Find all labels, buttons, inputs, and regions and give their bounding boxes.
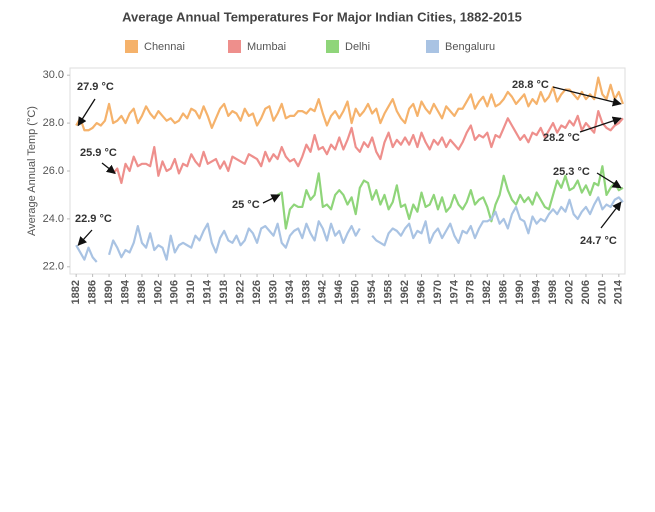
- x-tick-label: 1926: [251, 280, 263, 304]
- annotation-arrow: [596, 172, 622, 189]
- x-tick-label: 1898: [136, 280, 148, 304]
- x-tick-label: 1970: [432, 280, 444, 304]
- x-tick-label: 1958: [383, 280, 395, 304]
- x-tick-label: 1990: [514, 280, 526, 304]
- x-tick-label: 1950: [350, 280, 362, 304]
- y-tick-label: 26.0: [43, 165, 64, 177]
- legend-label: Mumbai: [247, 41, 286, 53]
- x-tick-label: 1946: [333, 280, 345, 304]
- x-tick-label: 1982: [481, 280, 493, 304]
- legend-swatch: [426, 40, 439, 53]
- line-series: [277, 165, 624, 230]
- x-tick-label: 1998: [547, 280, 559, 304]
- annotation-label: 25.3 °C: [553, 166, 590, 178]
- y-tick-label: 28.0: [43, 117, 64, 129]
- annotation-label: 25 °C: [232, 199, 260, 211]
- x-tick-label: 1954: [366, 279, 378, 304]
- x-tick-label: 1894: [119, 279, 131, 304]
- x-tick-label: 1910: [185, 280, 197, 304]
- x-tick-label: 1922: [235, 280, 247, 304]
- x-tick-label: 1906: [169, 280, 181, 304]
- legend-swatch: [326, 40, 339, 53]
- x-tick-label: 1918: [218, 280, 230, 304]
- x-tick-label: 2010: [596, 280, 608, 304]
- legend-label: Chennai: [144, 41, 185, 53]
- annotation-arrow: [600, 201, 622, 229]
- y-axis-label: Average Annual Temp (°C): [26, 106, 38, 236]
- x-tick-label: 1934: [284, 279, 296, 304]
- x-tick-label: 1942: [317, 280, 329, 304]
- annotation-arrow: [552, 86, 622, 107]
- x-tick-label: 1890: [103, 280, 115, 304]
- x-tick-label: 1930: [267, 280, 279, 304]
- annotation-label: 27.9 °C: [77, 81, 114, 93]
- x-tick-label: 1966: [415, 280, 427, 304]
- annotation-label: 28.2 °C: [543, 132, 580, 144]
- annotation-arrow: [101, 162, 116, 174]
- line-series: [75, 76, 624, 132]
- legend-label: Delhi: [345, 41, 370, 53]
- annotation-arrow: [77, 98, 96, 127]
- x-tick-label: 1986: [498, 280, 510, 304]
- x-tick-label: 1914: [202, 279, 214, 304]
- x-tick-label: 2002: [563, 280, 575, 304]
- annotation-arrow: [262, 194, 281, 204]
- legend-swatch: [228, 40, 241, 53]
- line-series: [112, 110, 624, 185]
- annotation-label: 28.8 °C: [512, 79, 549, 91]
- annotation-label: 25.9 °C: [80, 147, 117, 159]
- chart-title: Average Annual Temperatures For Major In…: [122, 9, 522, 24]
- x-tick-label: 1994: [531, 279, 543, 304]
- annotation-label: 24.7 °C: [580, 235, 617, 247]
- annotation-arrow: [77, 229, 93, 246]
- x-tick-label: 2006: [580, 280, 592, 304]
- line-series: [75, 196, 624, 263]
- x-tick-label: 2014: [613, 279, 625, 304]
- x-tick-label: 1882: [70, 280, 82, 304]
- x-tick-label: 1962: [399, 280, 411, 304]
- y-tick-label: 22.0: [43, 261, 64, 273]
- annotation-arrow: [579, 116, 622, 133]
- legend-label: Bengaluru: [445, 41, 495, 53]
- legend-swatch: [125, 40, 138, 53]
- x-tick-label: 1974: [448, 279, 460, 304]
- y-tick-label: 30.0: [43, 69, 64, 81]
- x-tick-label: 1886: [87, 280, 99, 304]
- annotation-label: 22.9 °C: [75, 213, 112, 225]
- x-tick-label: 1902: [152, 280, 164, 304]
- x-tick-label: 1978: [465, 280, 477, 304]
- x-tick-label: 1938: [300, 280, 312, 304]
- y-tick-label: 24.0: [43, 213, 64, 225]
